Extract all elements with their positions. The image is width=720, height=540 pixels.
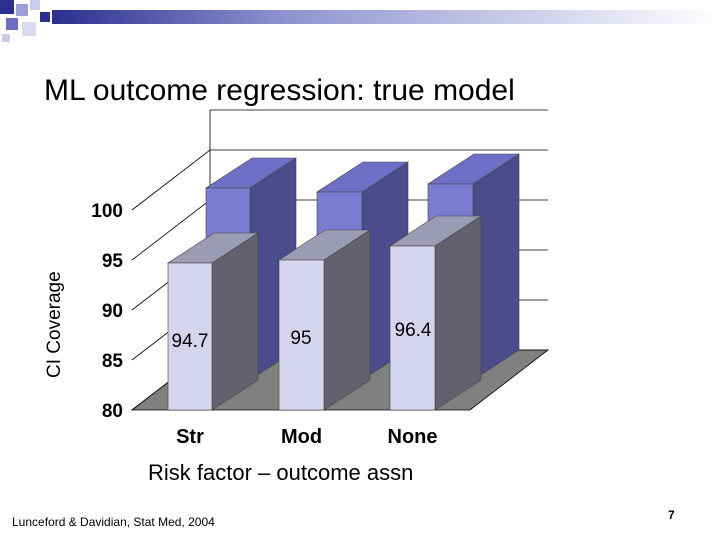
y-tick-label-1: 85 — [102, 351, 124, 372]
bar-front-str-side — [211, 232, 259, 411]
citation-footer: Lunceford & Davidian, Stat Med, 2004 — [12, 515, 215, 529]
slide-title: ML outcome regression: true model — [44, 74, 515, 107]
data-label-mod: 95 — [290, 328, 311, 349]
x-tick-label-mod: Mod — [281, 426, 322, 448]
y-tick-label-0: 80 — [102, 401, 123, 422]
y-axis-label: CI Coverage — [44, 271, 65, 378]
x-tick-label-none: None — [388, 426, 438, 448]
x-axis-label: Risk factor – outcome assn — [148, 460, 414, 485]
y-tick-label-3: 95 — [102, 251, 124, 272]
data-label-str: 94.7 — [172, 331, 209, 352]
bar-front-mod-side — [323, 229, 371, 411]
bar-front-none-side — [434, 215, 482, 411]
page-number: 7 — [668, 508, 675, 522]
x-tick-label-str: Str — [176, 426, 204, 448]
bar-front-mod-front — [278, 259, 325, 411]
y-tick-label-2: 90 — [102, 301, 123, 322]
y-tick-label-4: 100 — [91, 201, 123, 222]
header-decoration — [0, 0, 720, 42]
bar-front-str-front — [167, 262, 213, 411]
data-label-none: 96.4 — [395, 320, 432, 341]
bar-front-none-front — [389, 245, 436, 411]
